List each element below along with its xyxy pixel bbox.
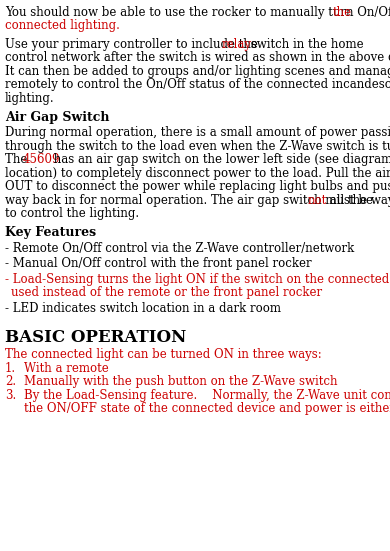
Text: Use your primary controller to include the: Use your primary controller to include t… — [5, 37, 262, 51]
Text: It can then be added to groups and/or lighting scenes and managed: It can then be added to groups and/or li… — [5, 64, 390, 78]
Text: - Remote On/Off control via the Z-Wave controller/network: - Remote On/Off control via the Z-Wave c… — [5, 241, 354, 255]
Text: - LED indicates switch location in a dark room: - LED indicates switch location in a dar… — [5, 301, 281, 315]
Text: During normal operation, there is a small amount of power passing: During normal operation, there is a smal… — [5, 126, 390, 139]
Text: way back in for normal operation. The air gap switch must be: way back in for normal operation. The ai… — [5, 193, 377, 207]
Text: connected lighting.: connected lighting. — [5, 19, 120, 33]
Text: through the switch to the load even when the Z-Wave switch is turned off.: through the switch to the load even when… — [5, 139, 390, 153]
Text: control network after the switch is wired as shown in the above diagram,.: control network after the switch is wire… — [5, 51, 390, 64]
Text: 1.: 1. — [5, 361, 16, 375]
Text: Air Gap Switch: Air Gap Switch — [5, 111, 110, 123]
Text: location) to completely disconnect power to the load. Pull the air gap switch: location) to completely disconnect power… — [5, 166, 390, 180]
Text: the: the — [333, 6, 352, 19]
Text: relay: relay — [222, 37, 252, 51]
Text: - Manual On/Off control with the front panel rocker: - Manual On/Off control with the front p… — [5, 257, 312, 270]
Text: You should now be able to use the rocker to manually turn On/Off: You should now be able to use the rocker… — [5, 6, 390, 19]
Text: to control the lighting.: to control the lighting. — [5, 207, 139, 220]
Text: 45609: 45609 — [23, 153, 60, 166]
Text: the ON/OFF state of the connected device and power is either turned: the ON/OFF state of the connected device… — [24, 402, 390, 415]
Text: By the Load-Sensing feature.    Normally, the Z-Wave unit controls: By the Load-Sensing feature. Normally, t… — [24, 388, 390, 402]
Text: Manually with the push button on the Z-Wave switch: Manually with the push button on the Z-W… — [24, 375, 337, 388]
Text: BASIC OPERATION: BASIC OPERATION — [5, 328, 186, 345]
Text: The connected light can be turned ON in three ways:: The connected light can be turned ON in … — [5, 348, 322, 361]
Text: all the way: all the way — [326, 193, 390, 207]
Text: lighting.: lighting. — [5, 91, 55, 105]
Text: OUT to disconnect the power while replacing light bulbs and push it all the: OUT to disconnect the power while replac… — [5, 180, 390, 193]
Text: used instead of the remote or the front panel rocker: used instead of the remote or the front … — [11, 286, 322, 299]
Text: 2.: 2. — [5, 375, 16, 388]
Text: The: The — [5, 153, 31, 166]
Text: not: not — [308, 193, 327, 207]
Text: With a remote: With a remote — [24, 361, 109, 375]
Text: has an air gap switch on the lower left side (see diagram for: has an air gap switch on the lower left … — [50, 153, 390, 166]
Text: switch in the home: switch in the home — [247, 37, 363, 51]
Text: - Load-Sensing turns the light ON if the switch on the connected device is: - Load-Sensing turns the light ON if the… — [5, 273, 390, 285]
Text: Key Features: Key Features — [5, 226, 96, 239]
Text: 3.: 3. — [5, 388, 16, 402]
Text: remotely to control the On/Off status of the connected incandescent: remotely to control the On/Off status of… — [5, 78, 390, 91]
